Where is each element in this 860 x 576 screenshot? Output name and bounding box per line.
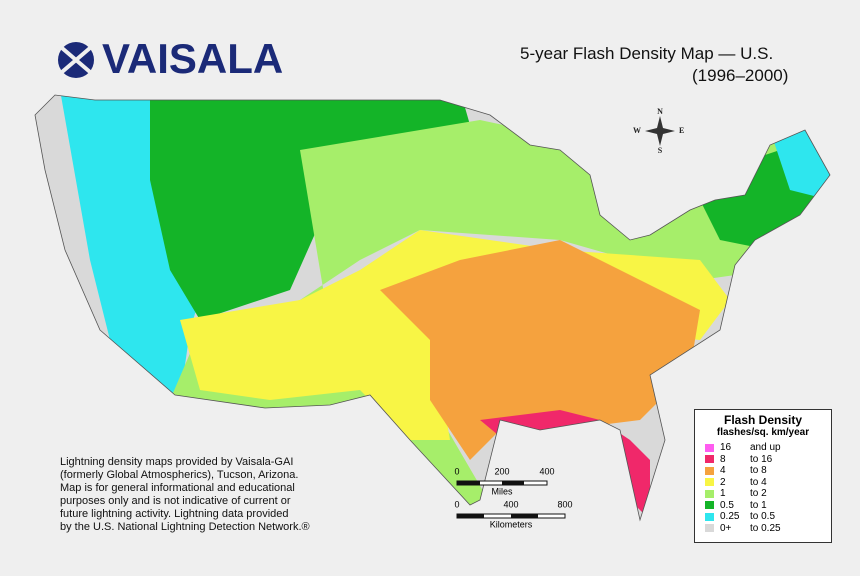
legend-swatch bbox=[705, 524, 714, 533]
logo-text: VAISALA bbox=[102, 35, 283, 82]
scale-tick-label: 200 bbox=[494, 466, 509, 476]
scale-tick-label: 0 bbox=[454, 466, 459, 476]
footnote-line: Lightning density maps provided by Vaisa… bbox=[60, 456, 294, 468]
legend-to: to 2 bbox=[750, 488, 767, 500]
legend-title: Flash Density bbox=[723, 413, 803, 427]
footnote-line: (formerly Global Atmospherics), Tucson, … bbox=[60, 469, 299, 481]
legend-to: to 0.25 bbox=[750, 522, 781, 534]
scale-tick-label: 800 bbox=[557, 499, 572, 509]
footnote-line: purposes only and is not indicative of c… bbox=[60, 495, 291, 507]
scale-tick-label: 400 bbox=[503, 499, 518, 509]
legend-swatch bbox=[705, 489, 714, 498]
scale-label: Miles bbox=[491, 486, 513, 496]
legend-from: 8 bbox=[720, 453, 726, 465]
compass-e: E bbox=[679, 126, 684, 135]
legend-swatch bbox=[705, 455, 714, 464]
legend-from: 0+ bbox=[720, 522, 732, 534]
title: 5-year Flash Density Map — U.S. bbox=[520, 44, 774, 63]
legend-row: 1 to 2 bbox=[695, 488, 831, 500]
scale-label: Kilometers bbox=[490, 519, 533, 529]
legend-row: 0.25 to 0.5 bbox=[695, 511, 831, 523]
legend-to: to 0.5 bbox=[750, 511, 776, 523]
legend-from: 2 bbox=[720, 476, 726, 488]
legend-swatch bbox=[705, 478, 714, 487]
compass-s: S bbox=[658, 146, 663, 155]
legend-to: to 8 bbox=[750, 465, 767, 477]
legend-subtitle: flashes/sq. km/year bbox=[716, 427, 810, 438]
legend-row: 16 and up bbox=[695, 442, 831, 454]
scale-tick-label: 400 bbox=[539, 466, 554, 476]
map-region bbox=[380, 240, 700, 460]
legend-to: to 16 bbox=[750, 453, 773, 465]
legend-from: 0.5 bbox=[720, 499, 734, 511]
footnote: Lightning density maps provided by Vaisa… bbox=[60, 456, 310, 534]
subtitle: (1996–2000) bbox=[692, 66, 789, 85]
legend-to: to 1 bbox=[750, 499, 767, 511]
legend-row: 4 to 8 bbox=[695, 465, 831, 477]
scale-bars bbox=[456, 480, 566, 519]
legend-rows: 16 and up 8 to 16 4 to 8 2 to 4 1 to 2 0.5 to 1 0.25… bbox=[695, 442, 831, 534]
legend-row: 2 to 4 bbox=[695, 477, 831, 489]
legend-swatch bbox=[705, 501, 714, 510]
logo-icon bbox=[58, 42, 94, 78]
legend-from: 4 bbox=[720, 465, 726, 477]
compass-w: W bbox=[633, 126, 641, 135]
legend-swatch bbox=[705, 512, 714, 521]
legend-swatch bbox=[705, 443, 714, 452]
legend-from: 1 bbox=[720, 488, 726, 500]
footnote-line: future lightning activity. Lightning dat… bbox=[60, 508, 289, 520]
legend-row: 0+ to 0.25 bbox=[695, 523, 831, 535]
scale-tick-label: 0 bbox=[454, 499, 459, 509]
us-outline bbox=[34, 94, 831, 522]
legend-from: 16 bbox=[720, 442, 732, 454]
footnote-line: Map is for general informational and edu… bbox=[60, 482, 295, 494]
legend-from: 0.25 bbox=[720, 511, 740, 523]
legend-row: 8 to 16 bbox=[695, 454, 831, 466]
legend-to: and up bbox=[750, 442, 781, 454]
legend-to: to 4 bbox=[750, 476, 767, 488]
legend: Flash Density flashes/sq. km/year 16 and … bbox=[694, 409, 832, 543]
compass-n: N bbox=[657, 107, 663, 116]
legend-swatch bbox=[705, 466, 714, 475]
compass: N S E W bbox=[633, 107, 684, 155]
footnote-line: by the U.S. National Lightning Detection… bbox=[60, 521, 310, 533]
legend-row: 0.5 to 1 bbox=[695, 500, 831, 512]
